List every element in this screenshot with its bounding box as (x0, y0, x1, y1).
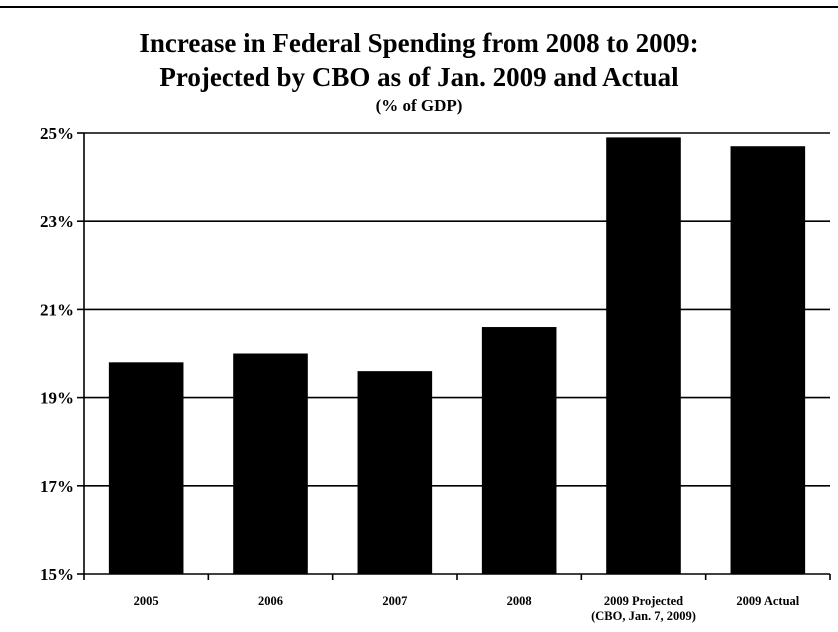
chart-subtitle: (% of GDP) (375, 96, 463, 115)
x-tick-label: 2009 Actual (736, 594, 799, 608)
x-tick-label: (CBO, Jan. 7, 2009) (591, 609, 696, 623)
y-tick-label: 15% (40, 565, 74, 584)
bar (606, 137, 681, 574)
x-tick-label: 2007 (382, 594, 407, 608)
y-tick-label: 23% (40, 212, 74, 231)
axes (77, 132, 831, 580)
y-tick-label: 21% (40, 300, 74, 319)
y-tick-label: 25% (40, 124, 74, 143)
chart-title-line-1: Increase in Federal Spending from 2008 t… (139, 28, 699, 58)
bar (357, 371, 433, 574)
bar (730, 146, 806, 575)
gridlines (84, 132, 830, 487)
bar (481, 327, 557, 574)
x-tick-label: 2009 Projected (604, 594, 683, 608)
bar (108, 362, 184, 574)
x-tick-label: 2008 (507, 594, 532, 608)
bars (108, 137, 806, 575)
chart-title-line-2: Projected by CBO as of Jan. 2009 and Act… (159, 62, 679, 92)
chart-title-block: Increase in Federal Spending from 2008 t… (0, 26, 838, 117)
y-tick-labels: 15% 17% 19% 21% 23% 25% (40, 124, 74, 584)
x-tick-label: 2005 (134, 594, 159, 608)
x-tick-labels: 2005 2006 2007 2008 2009 Projected(CBO, Jan.… (134, 594, 800, 623)
bar (233, 353, 308, 574)
top-rule (0, 6, 838, 8)
y-tick-label: 17% (40, 477, 74, 496)
y-tick-label: 19% (40, 389, 74, 408)
x-tick-label: 2006 (258, 594, 283, 608)
